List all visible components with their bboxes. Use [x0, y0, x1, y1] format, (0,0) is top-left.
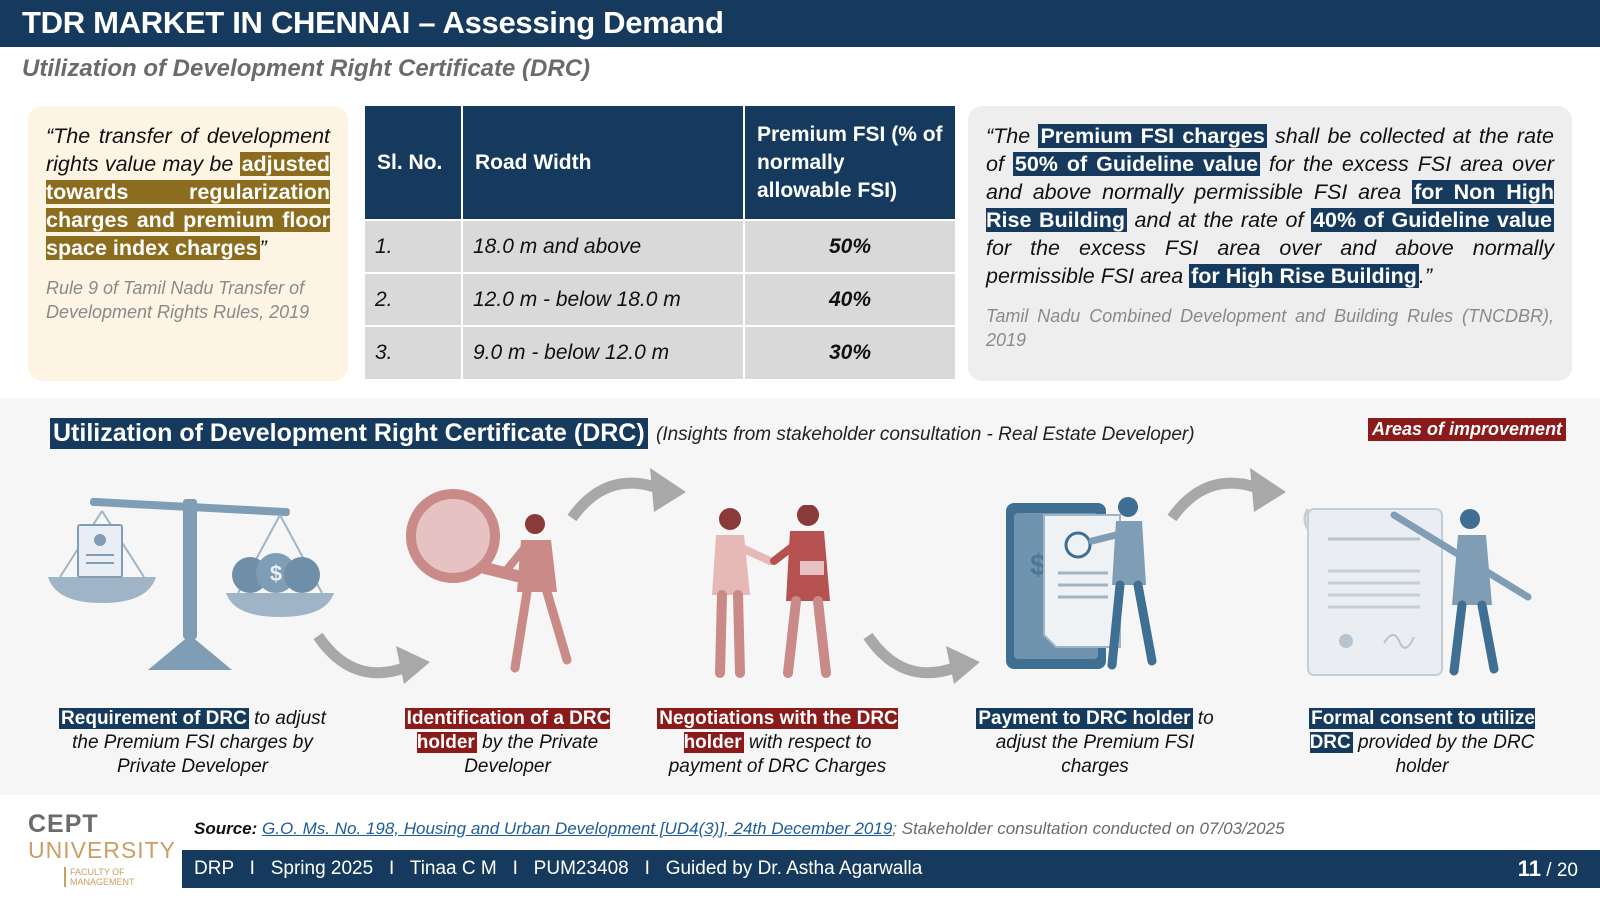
step-label: Payment to DRC holder [976, 708, 1193, 729]
step-caption: Identification of a DRC holder by the Pr… [385, 707, 630, 779]
column-header: Sl. No. [365, 106, 463, 220]
table-cell: 12.0 m - below 18.0 m [462, 272, 745, 326]
step-caption: Payment to DRC holder to adjust the Prem… [965, 707, 1225, 779]
right-quote-highlight: for High Rise Building [1189, 264, 1419, 288]
left-quote: “The transfer of development rights valu… [46, 122, 330, 262]
step-text: to adjust the Premium FSI charges [995, 708, 1214, 777]
page-number: 11 / 20 [1518, 856, 1578, 882]
column-header: Premium FSI (% of normally allowable FSI… [744, 106, 955, 220]
table-row: 3. 9.0 m - below 12.0 m 30% [365, 325, 955, 379]
page-title: TDR MARKET IN CHENNAI – Assessing Demand [22, 5, 724, 40]
right-quote-text: for the excess FSI area over and above n… [986, 236, 1554, 288]
right-quote-card: “The Premium FSI charges shall be collec… [968, 106, 1572, 381]
footer-bar: DRP I Spring 2025 I Tinaa C M I PUM23408… [182, 850, 1600, 888]
arrow-icon [863, 632, 980, 684]
right-quote-highlight: Premium FSI charges [1038, 124, 1267, 148]
arrow-icon [567, 468, 686, 522]
table-cell: 18.0 m and above [462, 219, 745, 273]
scale-icon: $ [48, 497, 334, 670]
source-text: ; Stakeholder consultation conducted on … [892, 819, 1285, 838]
right-quote-citation: Tamil Nadu Combined Development and Buil… [986, 306, 1554, 350]
logo-line: CEPT [28, 810, 99, 838]
step-caption: Negotiations with the DRC holder with re… [650, 707, 905, 779]
step-caption: Requirement of DRC to adjust the Premium… [50, 707, 335, 779]
table-cell: 1. [365, 219, 463, 273]
process-heading: Utilization of Development Right Certifi… [50, 418, 648, 449]
right-quote-highlight: 40% of Guideline value [1311, 208, 1554, 232]
arrow-icon [1167, 468, 1286, 522]
arrow-icon [313, 632, 430, 684]
logo-line: UNIVERSITY [28, 837, 177, 863]
right-quote-text: and at the rate of [1126, 208, 1312, 232]
page-subtitle: Utilization of Development Right Certifi… [22, 55, 591, 82]
title-bar: TDR MARKET IN CHENNAI – Assessing Demand [0, 0, 1600, 47]
source-label: Source: [194, 819, 258, 838]
page-total: / 20 [1541, 860, 1578, 881]
table-cell: 3. [365, 325, 463, 379]
step-text: provided by the DRC holder [1352, 732, 1535, 777]
cept-university-logo: CEPT UNIVERSITY FACULTY OF MANAGEMENT [28, 810, 177, 892]
handshake-icon [712, 505, 831, 678]
step-label: Requirement of DRC [59, 708, 249, 729]
table-row: 2. 12.0 m - below 18.0 m 40% [365, 272, 955, 326]
column-header: Road Width [462, 106, 745, 220]
premium-fsi-table: Sl. No. Road Width Premium FSI (% of nor… [365, 106, 955, 379]
step-text: to adjust the Premium FSI charges by Pri… [72, 708, 326, 777]
right-quote-text: for the excess FSI area over and above n… [986, 152, 1554, 204]
table-header-row: Sl. No. Road Width Premium FSI (% of nor… [365, 106, 955, 220]
svg-text:$: $ [1030, 549, 1047, 582]
step-text: by the Private Developer [464, 732, 599, 777]
left-quote-text: “The transfer of development rights valu… [46, 124, 330, 176]
page-current: 11 [1517, 856, 1542, 881]
table-cell: 40% [744, 272, 955, 326]
right-quote-close: .” [1418, 264, 1433, 288]
table-row: 1. 18.0 m and above 50% [365, 219, 955, 273]
table-cell: 30% [744, 325, 955, 379]
svg-text:$: $ [270, 561, 282, 586]
left-quote-citation: Rule 9 of Tamil Nadu Transfer of Develop… [46, 278, 310, 322]
right-quote: “The Premium FSI charges shall be collec… [986, 122, 1554, 290]
left-quote-close: ” [259, 236, 267, 260]
right-quote-text: shall be collected at the rate of [986, 124, 1554, 176]
process-note: (Insights from stakeholder consultation … [656, 424, 1195, 445]
step-text: with respect to payment of DRC Charges [668, 732, 887, 777]
right-quote-text: “The [986, 124, 1039, 148]
right-quote-highlight: 50% of Guideline value [1012, 152, 1261, 176]
table-cell: 9.0 m - below 12.0 m [462, 325, 745, 379]
logo-line: FACULTY OF MANAGEMENT [64, 867, 168, 887]
magnifier-person-icon [406, 489, 572, 673]
areas-of-improvement-badge: Areas of improvement [1368, 418, 1567, 441]
payment-document-icon: $ [1006, 497, 1157, 670]
source-line: Source: G.O. Ms. No. 198, Housing and Ur… [194, 819, 1285, 839]
table-cell: 50% [744, 219, 955, 273]
table-cell: 2. [365, 272, 463, 326]
left-quote-card: “The transfer of development rights valu… [28, 106, 348, 381]
step-caption: Formal consent to utilize DRC provided b… [1292, 707, 1552, 779]
footer-info: DRP I Spring 2025 I Tinaa C M I PUM23408… [194, 858, 923, 879]
source-link[interactable]: G.O. Ms. No. 198, Housing and Urban Deve… [262, 819, 893, 838]
signing-document-icon [1303, 508, 1532, 676]
